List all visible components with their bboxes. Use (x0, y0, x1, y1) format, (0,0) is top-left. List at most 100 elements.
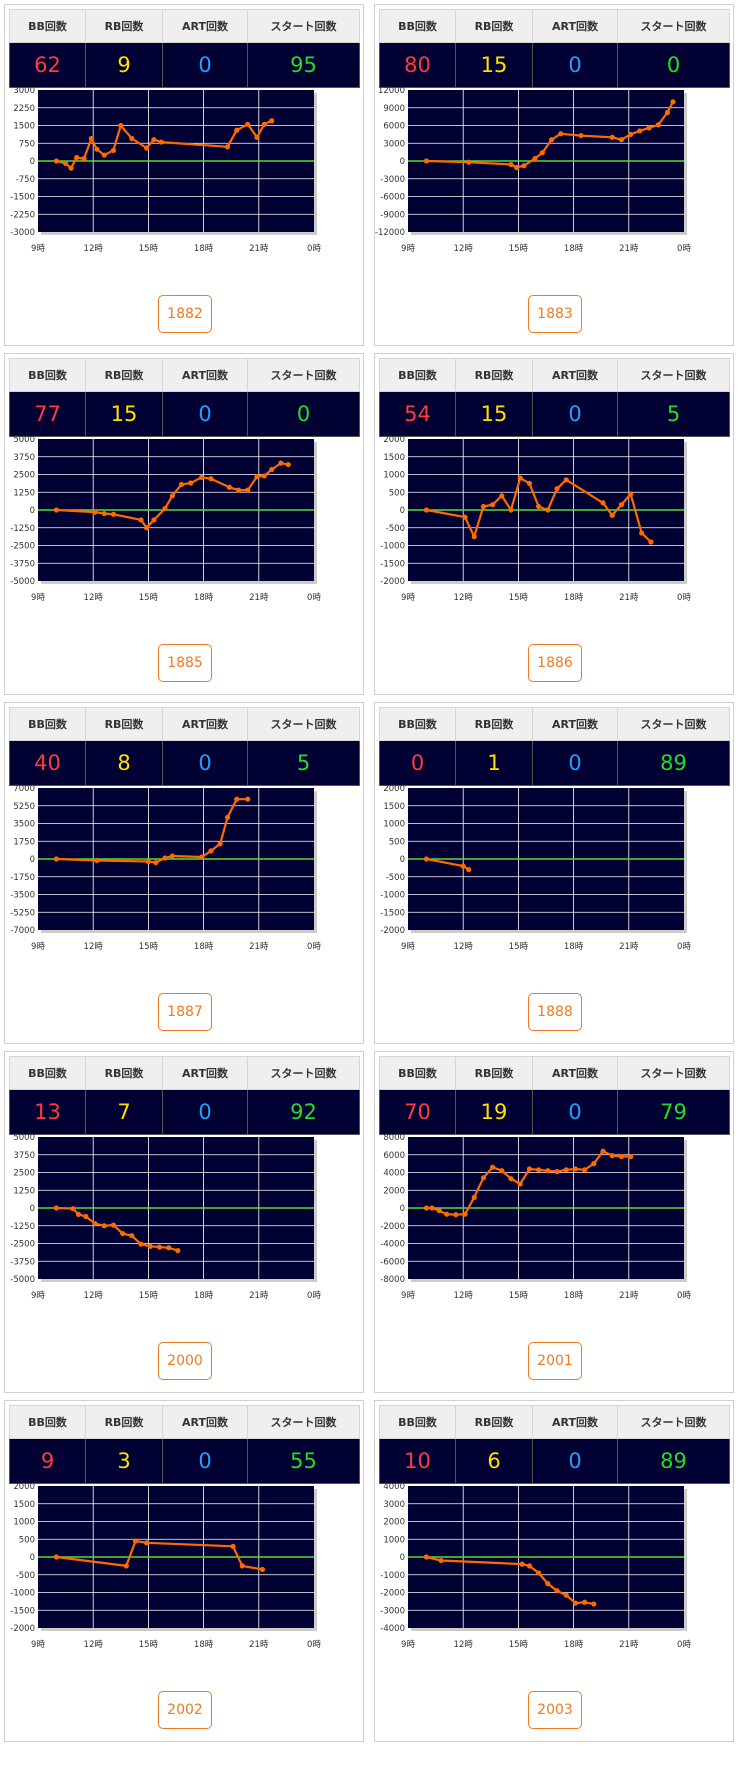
data-point[interactable] (53, 856, 60, 862)
data-point[interactable] (156, 1244, 163, 1250)
data-point[interactable] (582, 1167, 588, 1173)
data-point[interactable] (245, 121, 251, 127)
data-point[interactable] (92, 1221, 98, 1227)
data-point[interactable] (490, 502, 496, 508)
data-point[interactable] (75, 1211, 82, 1217)
data-point[interactable] (480, 503, 487, 510)
data-point[interactable] (466, 867, 472, 873)
data-point[interactable] (471, 534, 477, 540)
data-point[interactable] (670, 99, 676, 105)
data-point[interactable] (199, 474, 205, 480)
data-point[interactable] (143, 525, 150, 531)
data-point[interactable] (101, 152, 107, 158)
data-point[interactable] (120, 1230, 126, 1237)
data-point[interactable] (208, 848, 214, 854)
data-point[interactable] (628, 491, 634, 497)
data-point[interactable] (554, 1588, 560, 1594)
data-point[interactable] (88, 135, 94, 142)
data-point[interactable] (208, 476, 214, 482)
data-point[interactable] (234, 127, 240, 133)
data-point[interactable] (63, 160, 69, 166)
data-point[interactable] (70, 1206, 76, 1212)
data-point[interactable] (536, 1570, 542, 1576)
data-point[interactable] (490, 1164, 496, 1170)
data-point[interactable] (545, 507, 551, 513)
data-point[interactable] (521, 163, 527, 169)
data-point[interactable] (138, 517, 144, 523)
data-point[interactable] (129, 1233, 135, 1239)
data-point[interactable] (254, 474, 260, 480)
data-point[interactable] (554, 486, 560, 492)
machine-number-button[interactable]: 1887 (158, 993, 212, 1031)
data-point[interactable] (423, 856, 429, 862)
data-point[interactable] (609, 1153, 615, 1159)
data-point[interactable] (147, 1243, 153, 1249)
data-point[interactable] (92, 509, 98, 515)
data-point[interactable] (423, 1205, 429, 1211)
data-point[interactable] (526, 1563, 533, 1569)
data-point[interactable] (480, 1175, 487, 1181)
data-point[interactable] (628, 1153, 634, 1160)
data-point[interactable] (101, 1223, 107, 1229)
data-point[interactable] (143, 145, 150, 151)
data-point[interactable] (101, 510, 107, 517)
machine-number-button[interactable]: 1888 (528, 993, 582, 1031)
data-point[interactable] (639, 530, 645, 536)
data-point[interactable] (618, 1153, 625, 1160)
data-point[interactable] (508, 161, 514, 168)
data-point[interactable] (53, 507, 60, 513)
data-point[interactable] (74, 154, 80, 161)
data-point[interactable] (664, 109, 671, 116)
data-point[interactable] (600, 500, 606, 506)
data-point[interactable] (563, 477, 569, 483)
data-point[interactable] (609, 512, 615, 518)
data-point[interactable] (526, 480, 533, 486)
data-point[interactable] (517, 1181, 523, 1187)
data-point[interactable] (261, 473, 267, 479)
data-point[interactable] (572, 1166, 579, 1172)
data-point[interactable] (175, 1248, 181, 1254)
data-point[interactable] (536, 1167, 542, 1173)
data-point[interactable] (466, 159, 472, 165)
data-point[interactable] (110, 1222, 117, 1228)
data-point[interactable] (143, 1540, 150, 1546)
data-point[interactable] (129, 135, 135, 142)
data-point[interactable] (226, 484, 232, 490)
data-point[interactable] (423, 507, 429, 513)
data-point[interactable] (563, 1592, 569, 1598)
data-point[interactable] (600, 1148, 606, 1154)
data-point[interactable] (453, 1212, 459, 1218)
machine-number-button[interactable]: 2000 (158, 1342, 212, 1380)
data-point[interactable] (53, 1554, 60, 1560)
data-point[interactable] (438, 1557, 444, 1564)
machine-number-button[interactable]: 1882 (158, 295, 212, 333)
data-point[interactable] (68, 165, 74, 171)
data-point[interactable] (499, 1168, 505, 1174)
data-point[interactable] (94, 146, 100, 152)
data-point[interactable] (245, 487, 251, 493)
data-point[interactable] (460, 863, 466, 869)
data-point[interactable] (646, 125, 652, 131)
data-point[interactable] (508, 507, 514, 513)
data-point[interactable] (591, 1601, 597, 1607)
data-point[interactable] (83, 1213, 89, 1220)
data-point[interactable] (81, 156, 87, 162)
data-point[interactable] (462, 514, 468, 520)
data-point[interactable] (548, 137, 555, 143)
data-point[interactable] (526, 1166, 533, 1172)
machine-number-button[interactable]: 2002 (158, 1691, 212, 1729)
data-point[interactable] (235, 487, 242, 493)
data-point[interactable] (499, 493, 505, 499)
data-point[interactable] (582, 1599, 588, 1605)
data-point[interactable] (110, 147, 117, 153)
data-point[interactable] (245, 796, 251, 802)
data-point[interactable] (162, 855, 168, 861)
data-point[interactable] (254, 134, 260, 140)
data-point[interactable] (261, 121, 267, 127)
data-point[interactable] (230, 1543, 236, 1549)
machine-number-button[interactable]: 1883 (528, 295, 582, 333)
data-point[interactable] (169, 853, 175, 859)
data-point[interactable] (545, 1168, 551, 1174)
data-point[interactable] (199, 854, 205, 860)
data-point[interactable] (554, 1169, 560, 1175)
